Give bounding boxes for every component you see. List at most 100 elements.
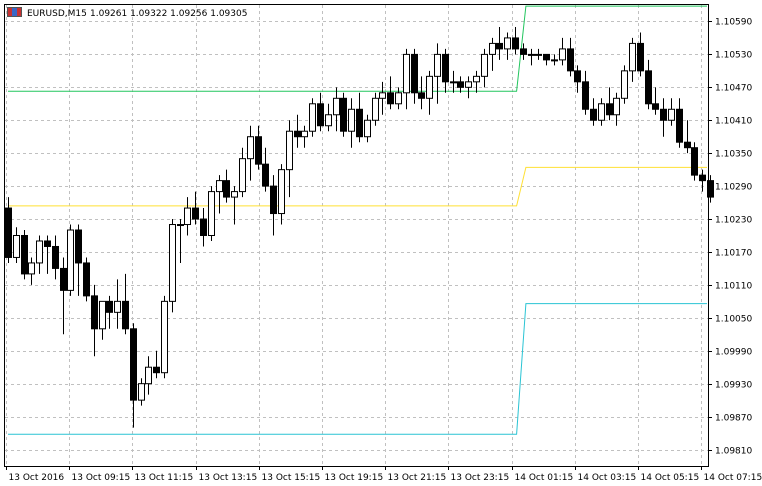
candle-body-bull xyxy=(13,235,20,258)
candle-body-bear xyxy=(294,130,301,138)
candle-body-bull xyxy=(465,81,472,88)
price-tick-label: 1.09870 xyxy=(715,414,752,424)
chart-header: EURUSD,M15 1.09261 1.09322 1.09256 1.093… xyxy=(7,7,247,19)
time-tick-label: 13 Oct 09:15 xyxy=(72,473,131,483)
candle-body-bear xyxy=(574,70,581,83)
time-tick-label: 14 Oct 03:15 xyxy=(578,473,637,483)
candle-body-bull xyxy=(67,229,74,291)
price-tick-label: 1.10230 xyxy=(715,216,752,226)
candle-body-bull xyxy=(395,92,402,105)
candle-body-bear xyxy=(153,366,160,374)
candle-body-bear xyxy=(606,103,613,116)
candle-body-bull xyxy=(434,53,441,77)
candle-body-bull xyxy=(598,103,605,121)
time-tick-label: 13 Oct 23:15 xyxy=(451,473,510,483)
candle-body-bear xyxy=(691,147,698,176)
candle-body-bull xyxy=(99,300,106,330)
candle-body-bull xyxy=(504,37,511,50)
candle-body-bull xyxy=(177,224,184,227)
time-tick-label: 13 Oct 13:15 xyxy=(199,473,258,483)
price-tick-label: 1.10470 xyxy=(715,84,752,94)
candle-body-bear xyxy=(418,92,425,99)
price-tick-label: 1.09990 xyxy=(715,348,752,358)
time-tick-label: 13 Oct 11:15 xyxy=(135,473,194,483)
candle-body-bear xyxy=(200,218,207,237)
candle-body-bear xyxy=(262,163,269,187)
candle-body-bear xyxy=(637,42,644,72)
candle-body-bear xyxy=(83,262,90,297)
candle-body-bear xyxy=(75,229,82,264)
candle-body-bear xyxy=(356,108,363,138)
ohlc-label: 1.09261 1.09322 1.09256 1.09305 xyxy=(90,9,247,19)
candle-body-bear xyxy=(520,48,527,55)
candle-body-bull xyxy=(184,207,191,226)
candles xyxy=(5,26,714,428)
candle-body-bull xyxy=(426,75,433,99)
candle-body-bull xyxy=(216,180,223,193)
time-tick-label: 13 Oct 15:15 xyxy=(262,473,321,483)
price-tick-label: 1.10110 xyxy=(715,282,752,292)
price-tick-label: 1.10350 xyxy=(715,150,752,160)
candle-body-bull xyxy=(481,53,488,77)
price-tick-label: 1.09810 xyxy=(715,447,752,457)
candle-body-bear xyxy=(411,53,418,94)
candle-body-bull xyxy=(629,42,636,72)
candle-body-bull xyxy=(403,53,410,94)
candle-body-bear xyxy=(652,103,659,110)
candle-body-bull xyxy=(247,136,254,160)
chart-window-icon xyxy=(7,7,22,17)
candle-body-bull xyxy=(450,81,457,84)
candle-body-bull xyxy=(348,108,355,132)
candle-body-bull xyxy=(231,191,238,198)
candle-body-bull xyxy=(138,383,145,401)
candle-body-bull xyxy=(325,114,332,127)
candle-body-bull xyxy=(333,97,340,116)
candle-body-bull xyxy=(372,97,379,121)
price-tick-label: 1.10290 xyxy=(715,183,752,193)
price-tick-label: 1.10050 xyxy=(715,315,752,325)
candle-body-bull xyxy=(286,130,293,171)
price-axis: 1.10590 1.10530 1.10470 1.10410 1.10350 1.102… xyxy=(708,18,752,457)
candle-body-bear xyxy=(457,81,464,88)
indicator-line xyxy=(8,166,707,207)
candle-body-bear xyxy=(21,235,28,275)
candle-body-bull xyxy=(489,42,496,55)
candle-body-bull xyxy=(36,240,43,264)
candle-body-bear xyxy=(52,245,59,269)
candle-body-bear xyxy=(582,81,589,110)
candle-body-bear xyxy=(317,103,324,127)
candle-body-bull xyxy=(621,70,628,99)
candle-body-bull xyxy=(301,130,308,138)
candle-body-bear xyxy=(676,108,683,143)
candle-body-bull xyxy=(208,191,215,237)
candle-body-bull xyxy=(309,103,316,132)
candle-body-bear xyxy=(543,53,550,61)
candle-body-bull xyxy=(239,158,246,193)
time-tick-label: 13 Oct 21:15 xyxy=(388,473,447,483)
candle-body-bull xyxy=(379,92,386,99)
price-tick-label: 1.10530 xyxy=(715,51,752,61)
time-tick-label: 14 Oct 01:15 xyxy=(515,473,574,483)
candle-body-bear xyxy=(255,136,262,165)
candle-body-bull xyxy=(169,224,176,302)
plot-frame xyxy=(4,4,709,467)
candle-body-bull xyxy=(28,262,35,275)
time-axis: 13 Oct 2016 13 Oct 09:15 13 Oct 11:15 13 Oc… xyxy=(6,466,762,483)
candle-body-bull xyxy=(114,300,121,313)
candle-body-bear xyxy=(223,180,230,198)
candle-body-bear xyxy=(130,328,137,401)
price-tick-label: 1.09930 xyxy=(715,381,752,391)
candle-body-bear xyxy=(60,267,67,291)
time-tick-label: 14 Oct 07:15 xyxy=(704,473,762,483)
price-tick-label: 1.10590 xyxy=(715,18,752,28)
candle-body-bear xyxy=(5,207,12,258)
candle-body-bear xyxy=(512,37,519,50)
indicator-line xyxy=(8,303,707,435)
candle-body-bull xyxy=(278,169,285,215)
candle-body-bear xyxy=(645,70,652,105)
candle-body-bear xyxy=(590,108,597,121)
candle-body-bear xyxy=(122,300,129,330)
candle-body-bear xyxy=(684,141,691,149)
